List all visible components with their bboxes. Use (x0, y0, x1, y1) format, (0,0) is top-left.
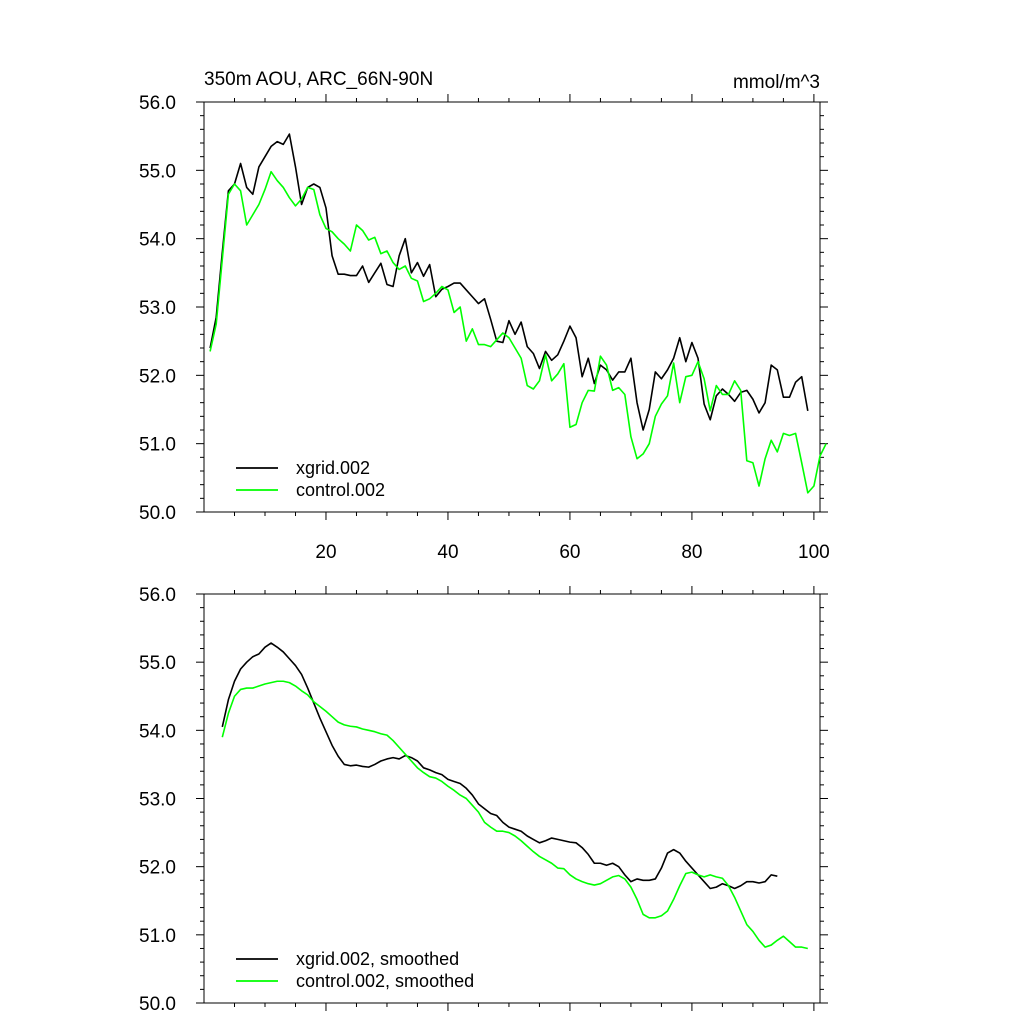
y-tick-label: 54.0 (139, 721, 176, 742)
legend-label: xgrid.002 (296, 458, 370, 478)
x-tick-label: 40 (437, 542, 458, 563)
plot-frame (203, 593, 821, 1004)
bottom-panel: 50.0 51.0 52.0 53.0 54.0 55.0 56.0 xgrid.002, s… (139, 585, 828, 1015)
y-tick-label: 51.0 (139, 435, 176, 456)
x-tick-label: 80 (681, 542, 702, 563)
y-tick-label: 51.0 (139, 926, 176, 947)
x-tick-label: 20 (315, 542, 336, 563)
y-tick-label: 55.0 (139, 653, 176, 674)
series-line-xgrid-002-smoothed (221, 642, 778, 890)
chart-title: 350m AOU, ARC_66N-90N (204, 69, 433, 90)
legend-label: xgrid.002, smoothed (296, 949, 459, 969)
series-line-xgrid-002 (209, 133, 809, 431)
x-tick-label: 100 (798, 542, 830, 563)
y-tick-label: 56.0 (139, 585, 176, 606)
y-tick-label: 50.0 (139, 503, 176, 524)
y-tick-label: 56.0 (139, 93, 176, 114)
units-label: mmol/m^3 (733, 72, 820, 93)
y-tick-label: 53.0 (139, 790, 176, 811)
y-tick-label: 52.0 (139, 858, 176, 879)
series-line-control-002 (209, 170, 827, 494)
top-panel: 350m AOU, ARC_66N-90N mmol/m^3 50.0 51.0 5… (139, 69, 830, 563)
series-line-control-002-smoothed (221, 680, 808, 950)
legend-label: control.002, smoothed (296, 971, 474, 991)
plot-frame (203, 101, 821, 513)
y-tick-label: 55.0 (139, 161, 176, 182)
y-tick-label: 50.0 (139, 994, 176, 1015)
y-tick-label: 54.0 (139, 230, 176, 251)
x-tick-label: 60 (559, 542, 580, 563)
y-tick-label: 53.0 (139, 298, 176, 319)
legend-label: control.002 (296, 480, 385, 500)
y-tick-label: 52.0 (139, 366, 176, 387)
